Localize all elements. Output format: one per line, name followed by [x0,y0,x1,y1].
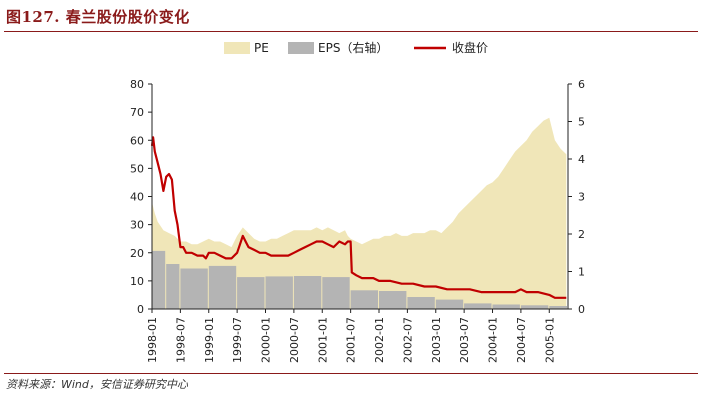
x-tick-label: 2003-01 [430,317,443,363]
eps-bar [350,290,378,310]
x-tick-label: 2001-01 [316,317,329,363]
left-tick-label: 80 [130,78,144,91]
x-tick-label: 1998-01 [146,317,159,363]
eps-bar [407,297,435,309]
x-tick-label: 1998-07 [174,317,187,363]
right-tick-label: 0 [578,303,585,316]
price-line [150,136,567,299]
x-tick-label: 1999-07 [231,317,244,363]
axes-layer: 0 10 20 30 40 50 60 70 80 0 1 2 3 4 5 6 1998-01 1998-07 19… [130,78,585,363]
eps-bar [265,276,293,309]
x-tick-label: 2002-07 [401,317,414,363]
x-tick-label: 2001-07 [345,317,358,363]
x-tick-label: 2004-07 [515,317,528,363]
right-tick-label: 4 [578,153,585,166]
x-tick-label: 2002-01 [373,317,386,363]
left-tick-label: 20 [130,247,144,260]
x-tick-label: 2005-01 [543,317,556,363]
legend-label-eps: EPS（右轴） [318,40,388,55]
eps-bar [549,306,567,309]
eps-bar [492,304,520,309]
eps-bar [208,265,237,309]
legend-swatch-pe [224,42,250,54]
eps-bar [237,277,265,309]
right-tick-label: 6 [578,78,585,91]
right-tick-label: 1 [578,266,585,279]
x-tick-label: 2004-01 [487,317,500,363]
left-tick-label: 40 [130,191,144,204]
eps-bar [293,276,322,309]
figure-title: 图127. 春兰股份股价变化 [6,8,190,26]
left-tick-label: 0 [137,303,144,316]
title-divider [4,31,698,32]
eps-bar [166,264,180,309]
x-tick-label: 2000-07 [288,317,301,363]
left-tick-label: 60 [130,134,144,147]
source-divider [4,373,698,374]
legend-label-price: 收盘价 [452,40,488,55]
left-tick-label: 30 [130,219,144,232]
chart-legend: PE EPS（右轴） 收盘价 [224,40,488,55]
pe-area [152,117,567,309]
left-tick-label: 50 [130,162,144,175]
legend-swatch-eps [288,42,314,54]
eps-bar [379,291,407,309]
x-tick-label: 2000-01 [260,317,273,363]
eps-bar [464,303,492,309]
eps-bar-layer [152,250,567,310]
price-line-layer [150,136,567,299]
right-tick-label: 3 [578,191,585,204]
right-tick-label: 5 [578,116,585,129]
eps-bar [520,305,549,310]
eps-bar [152,250,166,309]
pe-area-layer [152,117,567,309]
x-tick-label: 1999-01 [203,317,216,363]
legend-label-pe: PE [254,41,269,55]
eps-bar [435,299,464,309]
x-tick-label: 2003-07 [458,317,471,363]
left-tick-label: 70 [130,106,144,119]
eps-bar [322,277,350,309]
eps-bar [180,268,208,309]
left-tick-label: 10 [130,275,144,288]
right-tick-label: 2 [578,228,585,241]
source-note: 资料来源：Wind，安信证券研究中心 [6,378,188,391]
